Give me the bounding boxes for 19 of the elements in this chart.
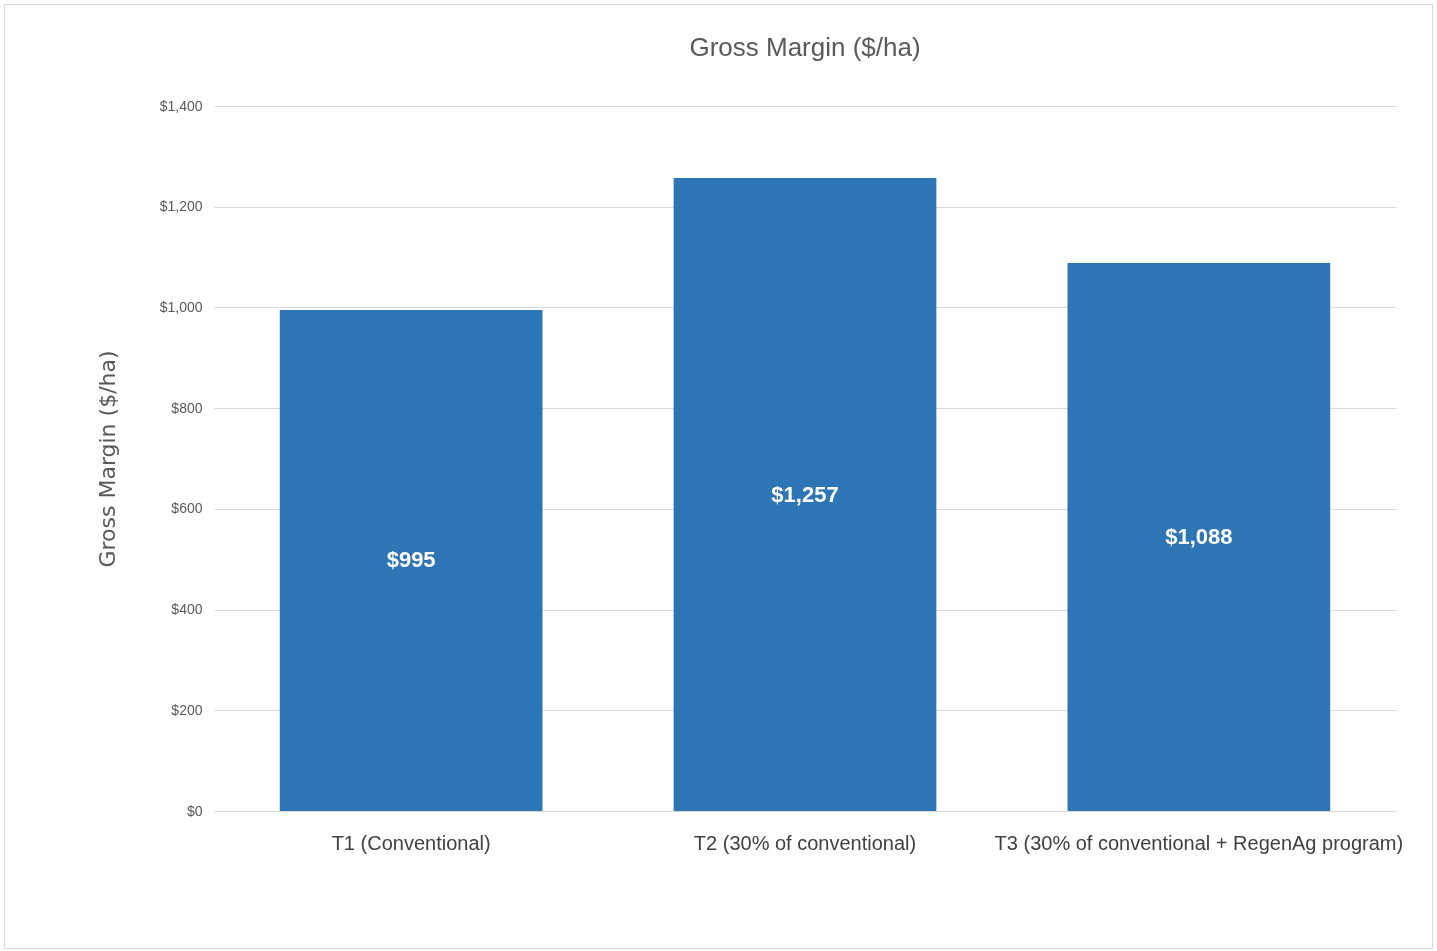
y-tick-label: $1,000: [159, 298, 203, 315]
y-tick-label: $200: [171, 701, 203, 718]
y-tick-label: $0: [186, 802, 203, 819]
data-label: $995: [386, 547, 436, 573]
y-tick-label: $1,200: [159, 198, 203, 215]
y-tick-label: $1,400: [159, 97, 203, 114]
data-label: $1,088: [1165, 524, 1233, 550]
chart-title: Gross Margin ($/ha): [689, 32, 921, 62]
y-tick-label: $800: [171, 399, 203, 416]
bar: [673, 178, 937, 811]
y-tick-label: $600: [171, 500, 203, 517]
x-tick-label: T1 (Conventional): [331, 831, 491, 854]
bar: [279, 309, 543, 811]
y-tick-label: $400: [171, 601, 203, 618]
y-axis-title: Gross Margin ($/ha): [94, 350, 120, 568]
bar: [1067, 263, 1331, 811]
x-tick-label: T3 (30% of conventional + RegenAg program): [994, 831, 1404, 854]
x-tick-label: T2 (30% of conventional): [693, 831, 917, 854]
data-label: $1,257: [771, 481, 839, 507]
